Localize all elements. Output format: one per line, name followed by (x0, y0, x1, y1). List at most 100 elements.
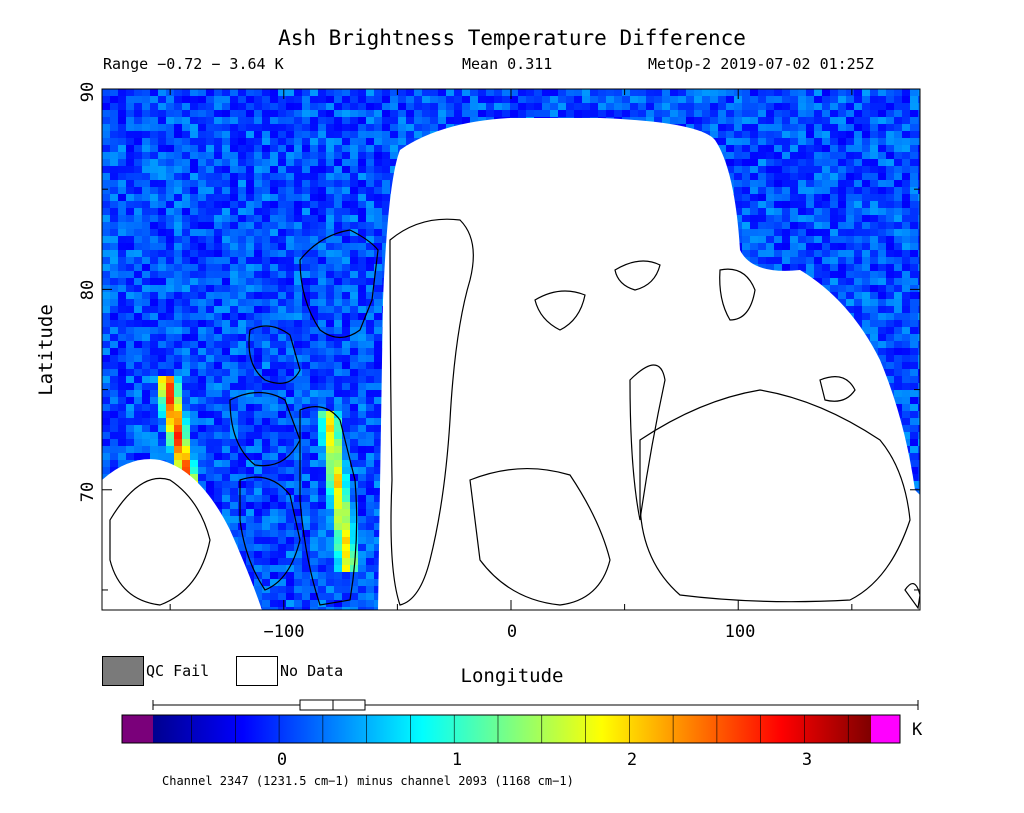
heatmap-cell (110, 236, 119, 244)
heatmap-cell (190, 278, 199, 286)
heatmap-cell (350, 348, 359, 356)
heatmap-cell (142, 264, 151, 272)
heatmap-cell (166, 257, 175, 265)
heatmap-cell (430, 89, 439, 97)
heatmap-cell (182, 425, 191, 433)
heatmap-cell (414, 117, 423, 125)
heatmap-cell (350, 138, 359, 146)
heatmap-cell (350, 257, 359, 265)
heatmap-cell (334, 355, 343, 363)
heatmap-cell (374, 341, 383, 349)
heatmap-cell (646, 96, 655, 104)
heatmap-cell (742, 173, 751, 181)
heatmap-cell (862, 194, 871, 202)
heatmap-cell (910, 180, 919, 188)
heatmap-cell (198, 355, 207, 363)
heatmap-cell (854, 166, 863, 174)
heatmap-cell (902, 194, 911, 202)
heatmap-cell (142, 306, 151, 314)
heatmap-cell (134, 369, 143, 377)
heatmap-cell (134, 390, 143, 398)
heatmap-cell (166, 194, 175, 202)
heatmap-cell (606, 110, 615, 118)
heatmap-cell (206, 362, 215, 370)
heatmap-cell (270, 278, 279, 286)
heatmap-cell (430, 103, 439, 111)
heatmap-cell (350, 124, 359, 132)
heatmap-cell (654, 117, 663, 125)
heatmap-cell (726, 138, 735, 146)
heatmap-cell (318, 138, 327, 146)
heatmap-cell (902, 355, 911, 363)
heatmap-cell (262, 180, 271, 188)
heatmap-cell (150, 243, 159, 251)
heatmap-cell (334, 264, 343, 272)
heatmap-cell (326, 306, 335, 314)
heatmap-cell (902, 243, 911, 251)
heatmap-cell (790, 173, 799, 181)
heatmap-cell (214, 334, 223, 342)
heatmap-cell (862, 292, 871, 300)
heatmap-cell (910, 208, 919, 216)
heatmap-cell (886, 355, 895, 363)
heatmap-cell (742, 110, 751, 118)
heatmap-cell (214, 390, 223, 398)
heatmap-cell (198, 299, 207, 307)
heatmap-cell (582, 89, 591, 97)
heatmap-cell (326, 404, 335, 412)
heatmap-cell (254, 257, 263, 265)
heatmap-cell (158, 418, 167, 426)
heatmap-cell (278, 159, 287, 167)
heatmap-cell (294, 201, 303, 209)
heatmap-cell (486, 103, 495, 111)
heatmap-cell (318, 201, 327, 209)
heatmap-cell (286, 89, 295, 97)
heatmap-cell (846, 208, 855, 216)
heatmap-cell (782, 173, 791, 181)
heatmap-cell (374, 362, 383, 370)
heatmap-cell (134, 208, 143, 216)
heatmap-cell (302, 376, 311, 384)
heatmap-cell (742, 103, 751, 111)
heatmap-cell (366, 89, 375, 97)
heatmap-cell (366, 159, 375, 167)
heatmap-cell (262, 117, 271, 125)
heatmap-cell (102, 362, 111, 370)
heatmap-cell (126, 404, 135, 412)
heatmap-cell (294, 285, 303, 293)
heatmap-cell (110, 334, 119, 342)
heatmap-cell (910, 257, 919, 265)
heatmap-cell (838, 285, 847, 293)
heatmap-cell (262, 278, 271, 286)
heatmap-cell (814, 110, 823, 118)
heatmap-cell (142, 285, 151, 293)
heatmap-cell (102, 418, 111, 426)
heatmap-cell (750, 201, 759, 209)
heatmap-cell (414, 124, 423, 132)
heatmap-cell (878, 306, 887, 314)
heatmap-cell (886, 278, 895, 286)
heatmap-cell (334, 425, 343, 433)
heatmap-cell (182, 306, 191, 314)
heatmap-cell (662, 89, 671, 97)
heatmap-cell (814, 173, 823, 181)
heatmap-cell (118, 96, 127, 104)
heatmap-cell (278, 124, 287, 132)
heatmap-cell (214, 306, 223, 314)
heatmap-cell (182, 243, 191, 251)
heatmap-cell (166, 306, 175, 314)
heatmap-cell (822, 201, 831, 209)
heatmap-cell (310, 152, 319, 160)
heatmap-cell (110, 124, 119, 132)
heatmap-cell (862, 229, 871, 237)
heatmap-cell (342, 271, 351, 279)
heatmap-cell (174, 215, 183, 223)
heatmap-cell (222, 257, 231, 265)
heatmap-cell (302, 313, 311, 321)
heatmap-cell (726, 124, 735, 132)
heatmap-cell (878, 334, 887, 342)
heatmap-cell (134, 173, 143, 181)
heatmap-cell (150, 187, 159, 195)
heatmap-cell (366, 222, 375, 230)
heatmap-cell (670, 103, 679, 111)
